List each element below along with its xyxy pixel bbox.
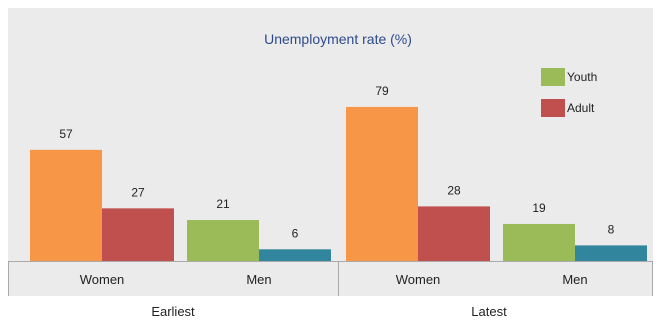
data-label: 27 bbox=[131, 185, 145, 199]
group-label: Latest bbox=[471, 304, 507, 319]
category-label: Women bbox=[396, 272, 441, 287]
chart-title: Unemployment rate (%) bbox=[264, 31, 412, 47]
data-label: 57 bbox=[59, 127, 73, 141]
bar-latest-men-youth bbox=[503, 223, 575, 261]
bar-earliest-men-youth bbox=[187, 220, 259, 261]
legend-swatch-adult bbox=[541, 99, 565, 117]
legend-swatch-youth bbox=[541, 68, 565, 86]
bar-earliest-women-adult bbox=[102, 208, 174, 261]
category-label: Men bbox=[246, 272, 271, 287]
axis-layer: Women Men Earliest Women Men Latest bbox=[8, 261, 653, 319]
group-label: Earliest bbox=[151, 304, 195, 319]
bar-latest-men-adult bbox=[575, 245, 647, 261]
category-label: Men bbox=[562, 272, 587, 287]
legend-label-adult: Adult bbox=[567, 101, 595, 115]
bar-latest-women-youth bbox=[346, 106, 418, 261]
category-label: Women bbox=[80, 272, 125, 287]
data-label: 28 bbox=[447, 183, 461, 197]
legend-label-youth: Youth bbox=[567, 70, 597, 84]
bar-latest-women-adult bbox=[418, 206, 490, 261]
data-label: 21 bbox=[216, 197, 230, 211]
bar-earliest-women-youth bbox=[30, 149, 102, 261]
data-label: 6 bbox=[292, 226, 299, 240]
data-label: 8 bbox=[608, 222, 615, 236]
bar-earliest-men-adult bbox=[259, 249, 331, 261]
data-label: 79 bbox=[375, 84, 389, 98]
legend: Youth Adult bbox=[541, 68, 597, 117]
bars-layer: 57 27 21 6 79 28 19 8 bbox=[30, 84, 647, 261]
data-label: 19 bbox=[532, 201, 546, 215]
